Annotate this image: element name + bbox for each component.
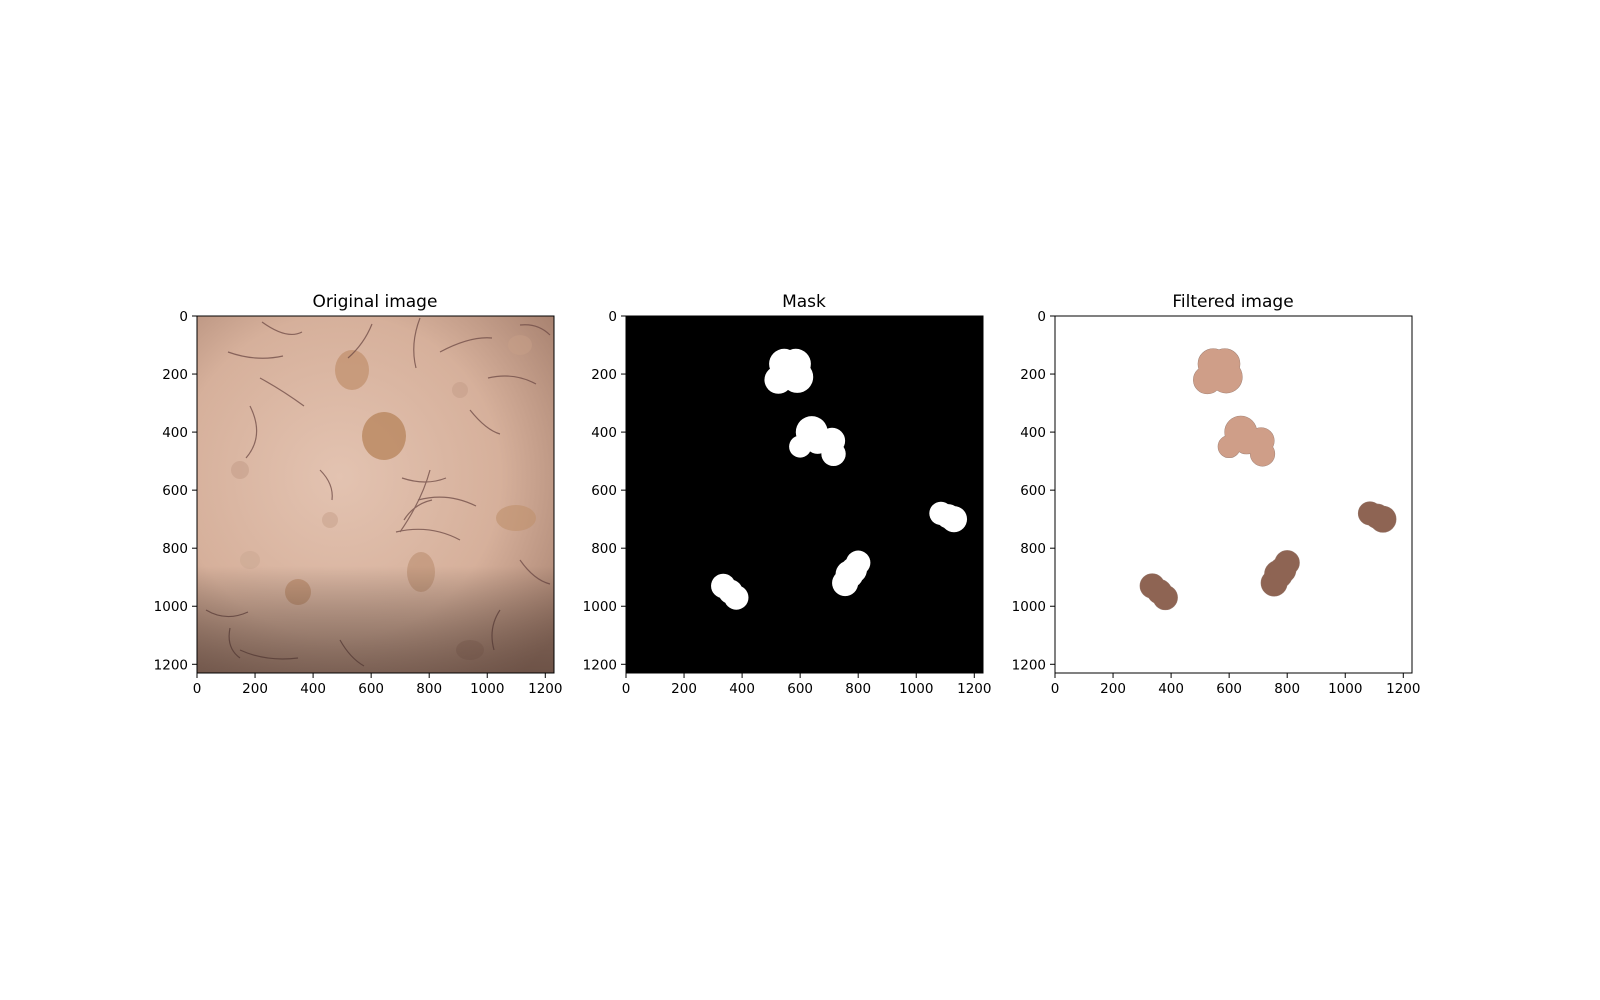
x-tick-label: 600 (787, 681, 813, 697)
lesion-region (711, 573, 749, 610)
y-tick-label: 600 (591, 483, 617, 499)
x-tick-label: 800 (1274, 681, 1300, 697)
x-tick-label: 800 (416, 681, 442, 697)
x-tick-label: 200 (671, 681, 697, 697)
y-tick-label: 1000 (583, 599, 617, 615)
axes-frame (196, 315, 555, 674)
y-tick-label: 1000 (154, 599, 188, 615)
y-tick-label: 200 (1020, 367, 1046, 383)
axes-frame (1054, 315, 1413, 674)
x-tick-label: 200 (1100, 681, 1126, 697)
y-tick-label: 400 (162, 425, 188, 441)
x-tick-label: 0 (622, 681, 631, 697)
y-tick-label: 600 (162, 483, 188, 499)
y-tick-label: 800 (1020, 541, 1046, 557)
x-tick-label: 0 (1051, 681, 1060, 697)
x-tick-label: 1000 (470, 681, 504, 697)
x-tick-label: 0 (193, 681, 202, 697)
lesion-region (764, 348, 814, 394)
x-tick-label: 400 (729, 681, 755, 697)
y-tick-label: 0 (1037, 309, 1046, 325)
y-tick-label: 800 (162, 541, 188, 557)
filtered-regions (1139, 348, 1397, 611)
lesion-region (929, 501, 968, 533)
y-tick-label: 1200 (154, 657, 188, 673)
lesion-region (832, 550, 871, 597)
y-tick-label: 1200 (583, 657, 617, 673)
axis-ticks: 0 0 200 200 400 400 600 600 800 800 1000 1000 1200 12… (1012, 309, 1421, 697)
x-tick-label: 400 (1158, 681, 1184, 697)
y-tick-label: 400 (1020, 425, 1046, 441)
x-tick-label: 800 (845, 681, 871, 697)
y-tick-label: 0 (179, 309, 188, 325)
y-tick-label: 1200 (1012, 657, 1046, 673)
panel-mask: Mask 0 0 200 200 400 400 600 600 800 800 1000 1000 1… (583, 292, 992, 697)
lesion-region (1218, 416, 1275, 467)
mask-regions (711, 348, 968, 610)
lesion-region (1261, 550, 1300, 597)
y-tick-label: 1000 (1012, 599, 1046, 615)
y-tick-label: 400 (591, 425, 617, 441)
x-tick-label: 200 (242, 681, 268, 697)
axes-frame (625, 315, 984, 674)
x-tick-label: 400 (300, 681, 326, 697)
panel-filtered: Filtered image 0 0 200 200 400 400 600 600 800 80… (1012, 292, 1421, 697)
y-tick-label: 600 (1020, 483, 1046, 499)
x-tick-label: 1000 (1328, 681, 1362, 697)
x-tick-label: 1200 (957, 681, 991, 697)
panel-title: Original image (313, 292, 438, 312)
lesion-region (1140, 573, 1178, 610)
y-tick-label: 0 (608, 309, 617, 325)
panel-original: Original image (154, 292, 563, 697)
panel-title: Mask (782, 292, 826, 312)
y-tick-label: 800 (591, 541, 617, 557)
x-tick-label: 1200 (1386, 681, 1420, 697)
x-tick-label: 1000 (899, 681, 933, 697)
panel-title: Filtered image (1172, 292, 1293, 312)
x-tick-label: 600 (1216, 681, 1242, 697)
y-tick-label: 200 (162, 367, 188, 383)
lesion-region (1193, 348, 1243, 394)
original-photo (197, 316, 554, 673)
x-tick-label: 600 (358, 681, 384, 697)
lesion-region (789, 416, 846, 467)
x-tick-label: 1200 (528, 681, 562, 697)
y-tick-label: 200 (591, 367, 617, 383)
lesion-region (1358, 501, 1397, 533)
axis-ticks: 0 0 200 200 400 400 600 600 800 800 1000 1000 1200 12… (154, 309, 563, 697)
axis-ticks: 0 0 200 200 400 400 600 600 800 800 1000 1000 1200 12… (583, 309, 992, 697)
